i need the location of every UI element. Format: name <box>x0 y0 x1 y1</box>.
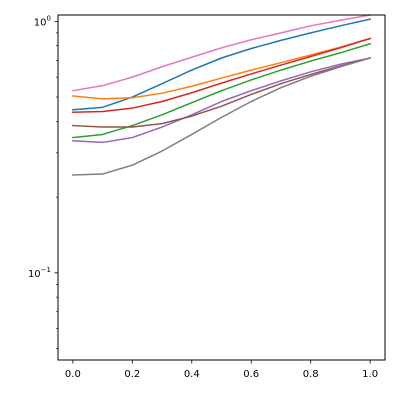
series-line-7 <box>71 14 372 92</box>
x-tick-label: 0.2 <box>124 369 140 380</box>
series-line-1 <box>72 18 372 111</box>
series-line-4 <box>72 37 372 114</box>
x-tick-label: 0.0 <box>65 369 81 380</box>
y-tick-label-base: 10 <box>34 17 47 28</box>
x-tick-label: 1.0 <box>362 369 378 380</box>
x-tick-label: 0.4 <box>184 369 200 380</box>
series-layer <box>71 14 372 176</box>
series-line-6 <box>72 57 372 128</box>
y-tick-label-exponent: 0 <box>47 14 51 22</box>
x-tick-label: 0.6 <box>243 369 259 380</box>
y-tick-label-base: 10 <box>28 269 41 280</box>
x-axis: 0.0 0.2 0.4 0.6 0.8 1.0 <box>65 360 378 380</box>
series-line-2 <box>72 37 372 100</box>
y-tick-label-exponent: −1 <box>41 266 51 274</box>
axes-frame <box>57 14 386 361</box>
series-line-8 <box>72 57 372 176</box>
x-tick-label: 0.8 <box>303 369 319 380</box>
series-line-3 <box>72 42 372 139</box>
y-tick-label: 100 <box>34 14 51 28</box>
series-line-5 <box>72 57 372 144</box>
y-tick-label: 10−1 <box>28 266 51 280</box>
